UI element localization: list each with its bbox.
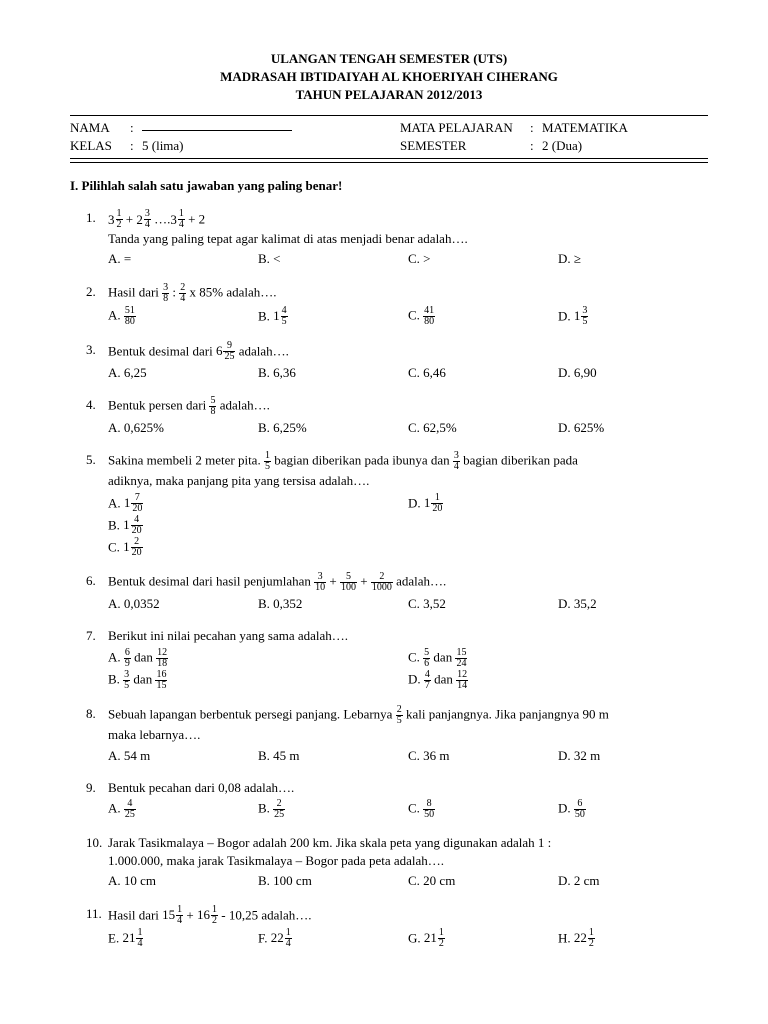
opt-a: A. = [108,250,258,268]
opt-b: B. 6,25% [258,419,408,437]
opt-c: C. 4180 [408,306,558,327]
q3-stem: Bentuk desimal dari 6925 adalah…. [108,341,708,362]
question-5: 5. Sakina membeli 2 meter pita. 15 bagia… [86,451,708,558]
section-title: I. Pilihlah salah satu jawaban yang pali… [70,177,708,195]
opt-a: A. 69 dan 1218 [108,648,408,669]
opt-c: C. 56 dan 1524 [408,648,708,669]
opt-c: C. 850 [408,799,558,820]
header-line-3: TAHUN PELAJARAN 2012/2013 [70,86,708,104]
opt-d: D. 650 [558,799,708,820]
qnum: 3. [86,341,108,359]
q10-stem2: 1.000.000, maka jarak Tasikmalaya – Bogo… [108,852,708,870]
header-line-1: ULANGAN TENGAH SEMESTER (UTS) [70,50,708,68]
question-11: 11. Hasil dari 1514 + 1612 - 10,25 adala… [86,905,708,949]
opt-e: E. 2114 [108,928,258,949]
question-1: 1. 312 + 234 ….314 + 2 Tanda yang paling… [86,209,708,268]
value-semester: 2 (Dua) [542,137,582,155]
q7-stem: Berikut ini nilai pecahan yang sama adal… [108,627,708,645]
opt-c: C. 20 cm [408,872,558,890]
q8-stem1: Sebuah lapangan berbentuk persegi panjan… [108,705,708,726]
label-mapel: MATA PELAJARAN [400,119,530,137]
qnum: 7. [86,627,108,645]
opt-a: A. 5180 [108,306,258,327]
q5-stem1: Sakina membeli 2 meter pita. 15 bagian d… [108,451,708,472]
question-8: 8. Sebuah lapangan berbentuk persegi pan… [86,705,708,764]
qnum: 6. [86,572,108,590]
opt-a: A. 0,0352 [108,595,258,613]
opt-a: A. 10 cm [108,872,258,890]
opt-d: D. 135 [558,306,708,327]
opt-a: A. 425 [108,799,258,820]
qnum: 2. [86,283,108,301]
opt-d: D. ≥ [558,250,708,268]
opt-b: B. 100 cm [258,872,408,890]
opt-f: F. 2214 [258,928,408,949]
document-header: ULANGAN TENGAH SEMESTER (UTS) MADRASAH I… [70,50,708,105]
opt-h: H. 2212 [558,928,708,949]
opt-b: B. 35 dan 1615 [108,670,408,691]
opt-a: A. 54 m [108,747,258,765]
opt-b: B. 225 [258,799,408,820]
opt-d: D. 6,90 [558,364,708,382]
opt-c: C. 62,5% [408,419,558,437]
value-kelas: 5 (lima) [142,137,184,155]
qnum: 11. [86,905,108,923]
opt-b: B. 1420 [108,515,408,536]
opt-d: D. 35,2 [558,595,708,613]
opt-a: A. 6,25 [108,364,258,382]
opt-g: G. 2112 [408,928,558,949]
q8-stem2: maka lebarnya…. [108,726,708,744]
opt-c: C. 1220 [108,537,408,558]
question-2: 2. Hasil dari 38 : 24 x 85% adalah…. A. … [86,283,708,327]
opt-d: D. 2 cm [558,872,708,890]
header-line-2: MADRASAH IBTIDAIYAH AL KHOERIYAH CIHERAN… [70,68,708,86]
opt-d: D. 32 m [558,747,708,765]
question-4: 4. Bentuk persen dari 58 adalah…. A. 0,6… [86,396,708,437]
opt-c: C. 36 m [408,747,558,765]
qnum: 4. [86,396,108,414]
qnum: 1. [86,209,108,227]
q1-expr: 312 + 234 ….314 + 2 [108,209,708,230]
opt-c: C. 3,52 [408,595,558,613]
opt-d: D. 1120 [408,493,708,514]
opt-c: C. > [408,250,558,268]
q4-stem: Bentuk persen dari 58 adalah…. [108,396,708,417]
value-mapel: MATEMATIKA [542,119,628,137]
opt-d: D. 47 dan 1214 [408,670,708,691]
opt-c: C. 6,46 [408,364,558,382]
divider [70,162,708,163]
qnum: 8. [86,705,108,723]
q2-stem: Hasil dari 38 : 24 x 85% adalah…. [108,283,708,304]
opt-b: B. 6,36 [258,364,408,382]
q10-stem1: Jarak Tasikmalaya – Bogor adalah 200 km.… [108,834,708,852]
opt-b: B. < [258,250,408,268]
question-7: 7. Berikut ini nilai pecahan yang sama a… [86,627,708,691]
label-nama: NAMA [70,119,130,137]
question-10: 10. Jarak Tasikmalaya – Bogor adalah 200… [86,834,708,891]
q5-stem2: adiknya, maka panjang pita yang tersisa … [108,472,708,490]
opt-d: D. 625% [558,419,708,437]
question-9: 9. Bentuk pecahan dari 0,08 adalah…. A. … [86,779,708,820]
info-block: NAMA : MATA PELAJARAN : MATEMATIKA KELAS… [70,115,708,159]
label-kelas: KELAS [70,137,130,155]
opt-a: A. 1720 [108,493,408,514]
qnum: 10. [86,834,108,852]
question-6: 6. Bentuk desimal dari hasil penjumlahan… [86,572,708,613]
opt-b: B. 0,352 [258,595,408,613]
label-semester: SEMESTER [400,137,530,155]
q9-stem: Bentuk pecahan dari 0,08 adalah…. [108,779,708,797]
q1-text: Tanda yang paling tepat agar kalimat di … [108,230,708,248]
opt-b: B. 145 [258,306,408,327]
q11-stem: Hasil dari 1514 + 1612 - 10,25 adalah…. [108,905,708,926]
opt-a: A. 0,625% [108,419,258,437]
qnum: 9. [86,779,108,797]
blank-nama [142,119,292,131]
q6-stem: Bentuk desimal dari hasil penjumlahan 31… [108,572,708,593]
question-3: 3. Bentuk desimal dari 6925 adalah…. A. … [86,341,708,382]
opt-b: B. 45 m [258,747,408,765]
qnum: 5. [86,451,108,469]
